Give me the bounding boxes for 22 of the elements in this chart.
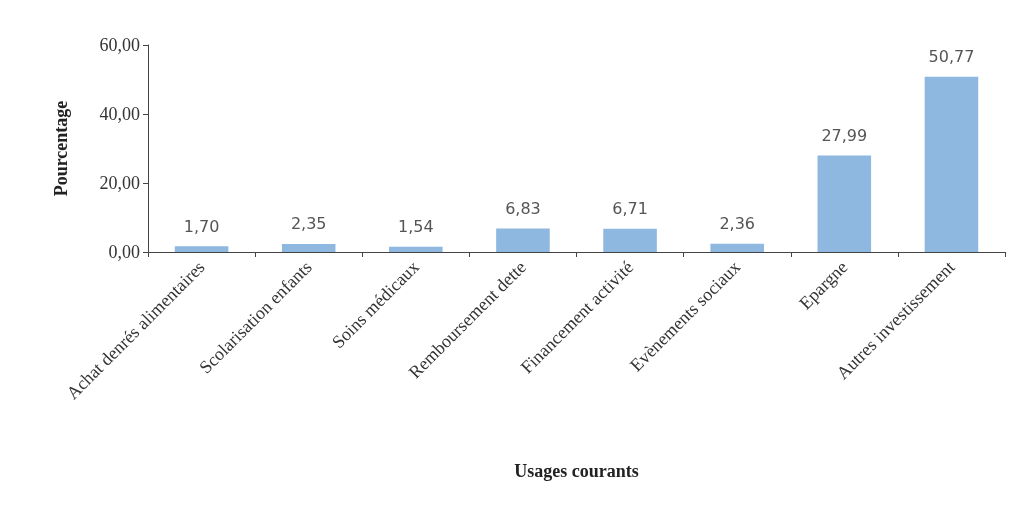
bar [281,243,336,252]
data-label: 1,54 [398,217,434,237]
data-label: 2,35 [290,214,327,234]
x-axis-title: Usages courants [514,461,639,481]
bar [389,246,443,252]
data-label: 50,77 [928,47,975,67]
y-tick-label: 0,00 [108,242,140,262]
bar [924,76,979,252]
data-label: 27,99 [821,125,868,145]
data-label: 1,70 [183,216,220,236]
y-axis-title: Pourcentage [51,100,71,197]
bar [603,228,657,252]
bar [496,228,550,252]
y-tick-label: 20,00 [99,173,140,193]
y-tick-label: 40,00 [99,104,140,124]
data-label: 2,36 [719,214,755,234]
data-label: 6,71 [612,199,648,219]
bar [174,246,229,252]
bar [710,243,764,252]
y-tick-label: 60,00 [99,35,140,55]
bar [817,155,872,252]
data-label: 6,83 [505,198,541,218]
